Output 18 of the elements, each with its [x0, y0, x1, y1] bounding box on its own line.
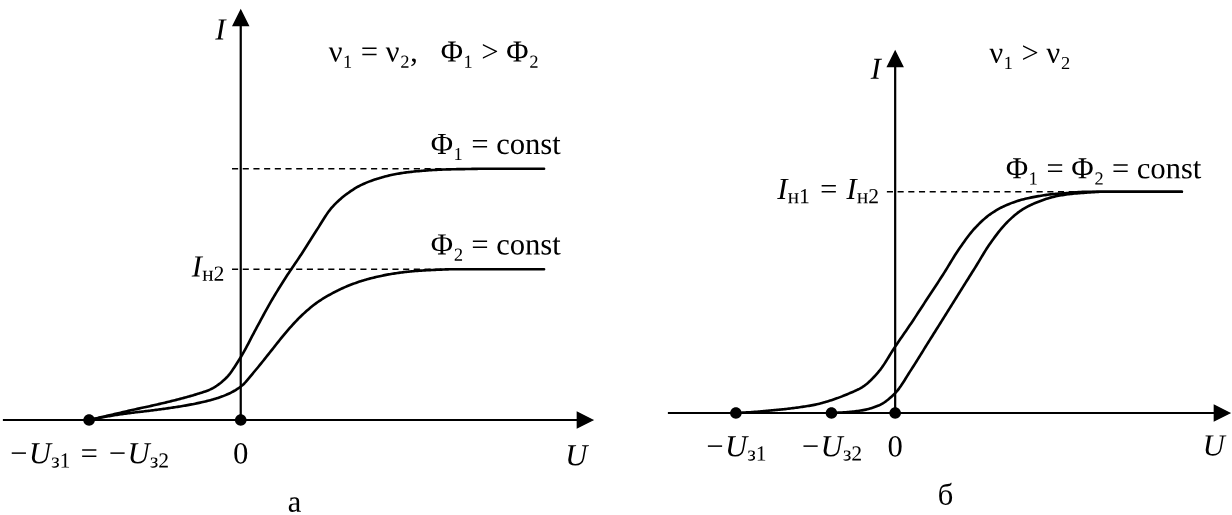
- text: ν₁ = ν₂, Φ₁ > Φ₂: [328, 41, 538, 68]
- y-axis-title: I: [870, 58, 883, 79]
- annotation: Φ₁ = Φ₂ = const: [1006, 158, 1202, 185]
- series-label: Φ₁ = const: [431, 133, 561, 161]
- y-axis-title: I: [215, 19, 227, 40]
- x-axis-title: U: [1205, 435, 1227, 456]
- ref-line-label: I$_{н1}$ = I$_{н2}$: [777, 178, 878, 204]
- x-tick-label: −U$_{з1}$ = −U$_{з2}$: [11, 443, 168, 468]
- x-tick-label: 0: [234, 443, 248, 464]
- x-tick-label: −U$_{з1}$: [707, 436, 766, 461]
- ref-line-label: I$_{н2}$: [191, 256, 224, 281]
- text: б: [939, 482, 953, 505]
- text: ν₁ > ν₂: [989, 45, 1070, 70]
- text: а: [288, 497, 301, 512]
- x-tick-label: 0: [888, 436, 902, 457]
- x-tick-label: −U$_{з2}$: [803, 436, 861, 461]
- series-label: Φ₂ = const: [431, 234, 561, 261]
- x-axis-title: U: [568, 445, 589, 466]
